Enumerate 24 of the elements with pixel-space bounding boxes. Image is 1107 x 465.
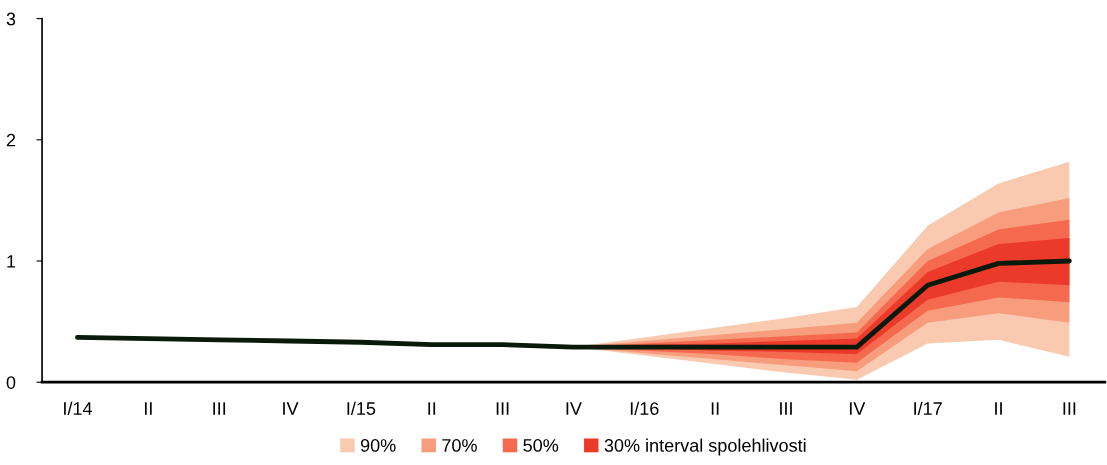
x-tick-label: IV: [566, 402, 582, 415]
x-tick-label: IV: [283, 402, 299, 415]
x-tick-label: I/15: [347, 401, 376, 415]
y-tick-label: 0: [6, 376, 16, 389]
legend-label: 90%: [360, 439, 396, 452]
x-tick-label: III: [496, 402, 509, 415]
x-tick-label: III: [780, 402, 792, 415]
y-tick-label: 2: [6, 133, 16, 147]
x-tick-label: I/17: [914, 401, 942, 415]
x-tick-label: II: [995, 402, 1002, 415]
x-tick-label: II: [428, 402, 436, 415]
legend-label: 30% interval spolehlivosti: [604, 438, 806, 456]
y-tick-label: 1: [7, 255, 16, 268]
x-tick-label: III: [213, 402, 226, 415]
x-tick-label: II: [711, 402, 719, 415]
line-series: [75, 258, 1072, 350]
x-tick-label: II: [144, 402, 152, 415]
x-tick-label: I/14: [64, 401, 93, 415]
x-tick-label: I/16: [630, 401, 659, 415]
y-tick-label: 3: [6, 12, 16, 26]
x-tick-label: III: [1063, 402, 1076, 415]
legend-label: 50%: [523, 439, 559, 452]
legend-label: 70%: [442, 439, 477, 452]
x-tick-label: IV: [849, 402, 866, 415]
